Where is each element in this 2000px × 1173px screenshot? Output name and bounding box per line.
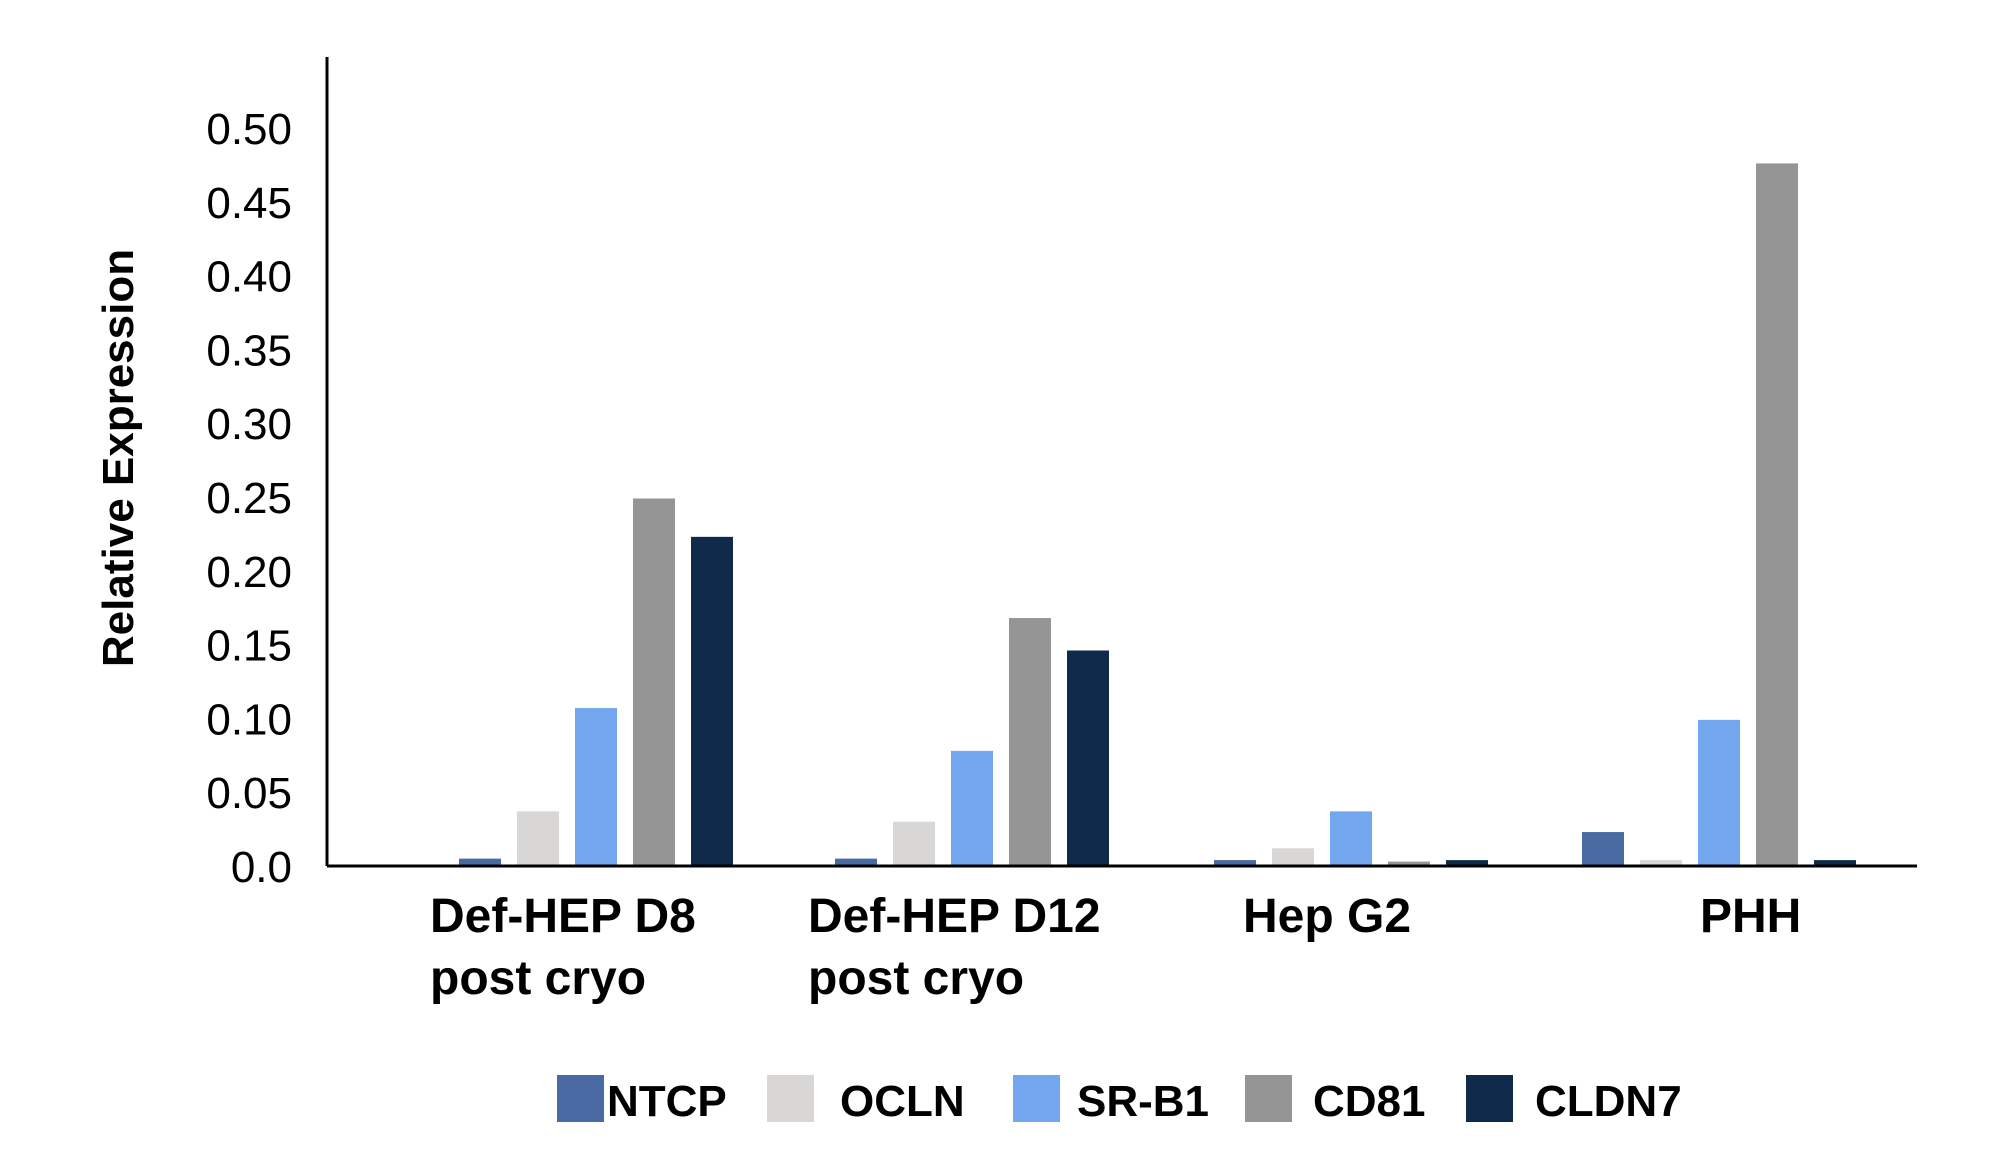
bar-ntcp-3 [1582, 832, 1624, 866]
legend-label-ntcp: NTCP [607, 1077, 727, 1126]
bar-ocln-0 [517, 811, 559, 866]
bar-cldn7-0 [691, 536, 733, 866]
bar-cldn7-2 [1446, 860, 1488, 866]
y-tick-label: 0.40 [206, 253, 292, 302]
y-tick-label: 0.10 [206, 695, 292, 744]
y-tick-label: 0.25 [206, 474, 292, 523]
legend-label-cd81: CD81 [1313, 1077, 1426, 1126]
category-label-line: Hep G2 [1243, 890, 1411, 943]
legend-swatch-sr-b1 [1013, 1075, 1060, 1122]
bars [459, 163, 1856, 866]
y-tick-label: 0.45 [206, 179, 292, 228]
y-tick-label: 0.15 [206, 622, 292, 671]
legend-label-sr-b1: SR-B1 [1077, 1077, 1209, 1126]
bar-ocln-1 [893, 821, 935, 866]
bar-cldn7-1 [1067, 650, 1109, 866]
y-tick-label: 0.50 [206, 105, 292, 154]
bar-ocln-3 [1640, 860, 1682, 866]
category-label-line: Def-HEP D8 [430, 890, 696, 943]
bar-cldn7-3 [1814, 860, 1856, 866]
bar-ntcp-2 [1214, 860, 1256, 866]
category-labels: Def-HEP D8 post cryo Def-HEP D12 post cryo H… [430, 890, 1801, 1005]
category-label: PHH [1700, 890, 1801, 943]
y-tick-label: 0.05 [206, 769, 292, 818]
y-axis-ticks: 0.0 0.05 0.10 0.15 0.20 0.25 0.30 0.35 0.40 0.45 0… [206, 105, 292, 892]
bar-ntcp-0 [459, 858, 501, 866]
y-axis-label: Relative Expression [94, 249, 143, 667]
category-label: Hep G2 [1243, 890, 1411, 943]
y-tick-label: 0.35 [206, 326, 292, 375]
bar-sr-b1-0 [575, 708, 617, 866]
bar-cd81-0 [633, 498, 675, 866]
legend-swatch-ocln [767, 1075, 814, 1122]
legend-label-ocln: OCLN [840, 1077, 965, 1126]
y-tick-label: 0.0 [231, 843, 292, 892]
legend: NTCP OCLN SR-B1 CD81 CLDN7 [557, 1075, 1682, 1126]
legend-swatch-cldn7 [1466, 1075, 1513, 1122]
bar-cd81-3 [1756, 163, 1798, 866]
bar-sr-b1-3 [1698, 719, 1740, 866]
legend-swatch-ntcp [557, 1075, 604, 1122]
category-label-line: post cryo [808, 952, 1024, 1005]
bar-sr-b1-2 [1330, 811, 1372, 866]
bar-ntcp-1 [835, 858, 877, 866]
category-label: Def-HEP D12 post cryo [808, 890, 1101, 1005]
y-tick-label: 0.30 [206, 400, 292, 449]
category-label-line: post cryo [430, 952, 646, 1005]
y-tick-label: 0.20 [206, 548, 292, 597]
bar-ocln-2 [1272, 848, 1314, 866]
legend-label-cldn7: CLDN7 [1535, 1077, 1682, 1126]
legend-swatch-cd81 [1245, 1075, 1292, 1122]
category-label-line: Def-HEP D12 [808, 890, 1101, 943]
bar-cd81-1 [1009, 618, 1051, 866]
category-label: Def-HEP D8 post cryo [430, 890, 696, 1005]
bar-sr-b1-1 [951, 750, 993, 866]
category-label-line: PHH [1700, 890, 1801, 943]
bar-cd81-2 [1388, 861, 1430, 866]
